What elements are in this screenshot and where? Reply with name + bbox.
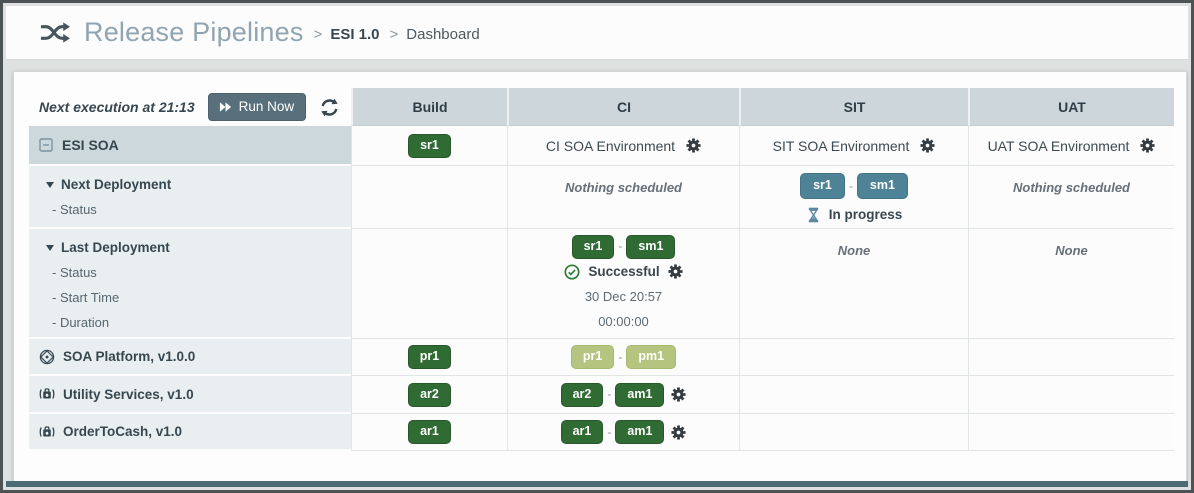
- column-header-sit: SIT: [739, 88, 968, 126]
- next-deployment-row: Next Deployment - Status: [29, 166, 351, 229]
- last-deployment-duration-label: - Duration: [52, 315, 110, 330]
- application-row[interactable]: Utility Services, v1.0: [29, 376, 351, 414]
- gear-icon[interactable]: [1140, 138, 1155, 153]
- hourglass-icon: [806, 207, 821, 223]
- environment-name: SIT SOA Environment: [772, 137, 910, 154]
- version-badge[interactable]: sr1: [800, 173, 845, 199]
- column-header-uat: UAT: [968, 88, 1174, 126]
- version-badge[interactable]: pr1: [570, 345, 615, 369]
- next-deployment-ci-status: Nothing scheduled: [565, 180, 682, 195]
- version-badge[interactable]: ar1: [408, 420, 451, 444]
- refresh-icon[interactable]: [320, 98, 339, 117]
- breadcrumb: Release Pipelines > ESI 1.0 > Dashboard: [6, 6, 1188, 60]
- fast-forward-icon: [219, 101, 232, 113]
- application-name: SOA Platform, v1.0.0: [63, 349, 196, 364]
- badge-separator: -: [607, 387, 612, 401]
- version-badge[interactable]: ar2: [408, 382, 451, 407]
- pipeline-root-row[interactable]: ESI SOA: [29, 126, 351, 166]
- gear-icon[interactable]: [671, 424, 686, 440]
- next-execution-text: Next execution at 21:13: [39, 99, 195, 115]
- next-deployment-status-label: - Status: [52, 202, 97, 217]
- badge-separator: -: [607, 424, 612, 439]
- column-header-build: Build: [351, 88, 507, 126]
- environment-name: UAT SOA Environment: [987, 137, 1130, 154]
- next-deployment-sit-status: In progress: [828, 207, 903, 222]
- page-title: Release Pipelines: [84, 17, 304, 47]
- next-deployment-uat-status: Nothing scheduled: [1013, 180, 1130, 195]
- caret-down-icon[interactable]: [46, 244, 54, 251]
- badge-separator: -: [848, 178, 853, 193]
- bottom-scrollbar[interactable]: [6, 481, 1188, 487]
- pipeline-toolbar: Next execution at 21:13 Run Now: [29, 88, 351, 126]
- pipeline-root-label: ESI SOA: [62, 137, 119, 153]
- package-icon: [39, 424, 55, 440]
- badge-separator: -: [618, 239, 623, 253]
- breadcrumb-separator: >: [313, 26, 323, 43]
- gear-icon[interactable]: [671, 387, 686, 402]
- last-deployment-duration: 00:00:00: [598, 314, 649, 329]
- application-name: OrderToCash, v1.0: [63, 424, 183, 439]
- application-row[interactable]: SOA Platform, v1.0.0: [29, 339, 351, 376]
- version-badge[interactable]: pr1: [407, 345, 452, 369]
- last-deployment-label: Last Deployment: [61, 240, 170, 255]
- collapse-icon[interactable]: [39, 138, 53, 152]
- platform-icon: [39, 349, 55, 365]
- version-badge[interactable]: am1: [615, 382, 665, 407]
- pipeline-table: Next execution at 21:13 Run Now: [29, 88, 1174, 451]
- package-icon: [39, 386, 55, 402]
- breadcrumb-release[interactable]: ESI 1.0: [330, 26, 380, 43]
- version-badge[interactable]: ar1: [560, 420, 604, 444]
- version-badge[interactable]: am1: [615, 420, 665, 444]
- gear-icon[interactable]: [920, 138, 935, 153]
- check-circle-icon: [564, 263, 580, 280]
- badge-separator: -: [618, 349, 623, 364]
- breadcrumb-separator: >: [389, 26, 399, 43]
- dashboard-panel: Next execution at 21:13 Run Now: [13, 71, 1187, 483]
- last-deployment-ci-status: Successful: [588, 264, 660, 279]
- gear-icon[interactable]: [686, 138, 701, 153]
- version-badge[interactable]: ar2: [560, 382, 604, 407]
- last-deployment-start-label: - Start Time: [52, 290, 120, 305]
- version-badge[interactable]: sm1: [856, 173, 908, 199]
- gear-icon[interactable]: [668, 264, 683, 279]
- last-deployment-start-time: 30 Dec 20:57: [584, 289, 663, 304]
- breadcrumb-page[interactable]: Dashboard: [406, 26, 480, 43]
- last-deployment-uat-status: None: [1055, 243, 1088, 258]
- run-now-button[interactable]: Run Now: [207, 93, 307, 121]
- column-header-ci: CI: [507, 88, 739, 126]
- caret-down-icon[interactable]: [46, 181, 54, 188]
- last-deployment-sit-status: None: [837, 243, 871, 258]
- shuffle-icon: [39, 20, 70, 45]
- version-badge[interactable]: pm1: [626, 345, 677, 369]
- version-badge[interactable]: sm1: [626, 234, 676, 259]
- run-now-label: Run Now: [238, 99, 295, 114]
- last-deployment-status-label: - Status: [52, 265, 97, 280]
- last-deployment-row: Last Deployment - Status - Start Time - …: [29, 229, 351, 339]
- application-name: Utility Services, v1.0: [63, 386, 194, 402]
- environment-name: CI SOA Environment: [545, 137, 676, 154]
- version-badge[interactable]: sr1: [571, 234, 615, 259]
- application-row[interactable]: OrderToCash, v1.0: [29, 414, 351, 451]
- version-badge[interactable]: sr1: [408, 133, 451, 158]
- next-deployment-label: Next Deployment: [61, 177, 172, 192]
